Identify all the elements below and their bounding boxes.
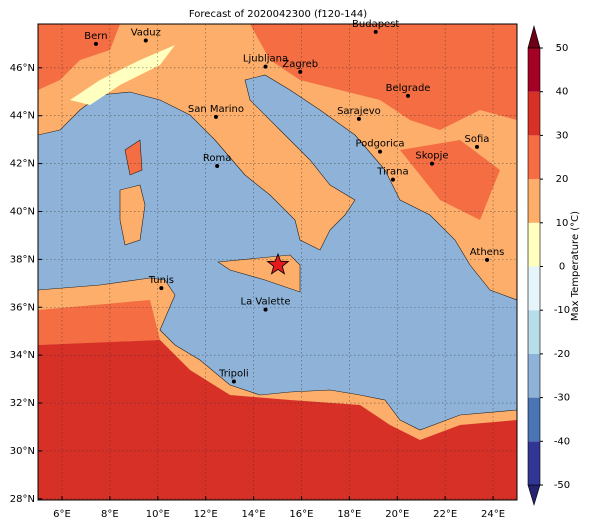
colorbar-segment xyxy=(528,48,540,92)
city-label: Bern xyxy=(84,31,107,42)
colorbar-segment xyxy=(528,353,540,398)
city-label: La Valette xyxy=(241,297,291,308)
y-tick-label: 42°N xyxy=(10,159,35,170)
city-label: Podgorica xyxy=(355,139,404,150)
x-tick-label: 16°E xyxy=(289,509,313,520)
cool-zone xyxy=(70,45,175,105)
colorbar-tick-label: 40 xyxy=(556,87,569,98)
colorbar-segment xyxy=(528,310,540,354)
title: Forecast of 2020042300 (f120-144) xyxy=(189,9,367,20)
y-tick-label: 34°N xyxy=(10,350,35,361)
africa-warm xyxy=(38,300,160,345)
city-dot xyxy=(231,379,236,384)
city-dot xyxy=(429,161,434,166)
city-label: Tirana xyxy=(376,167,408,178)
city-dot xyxy=(406,93,411,98)
colorbar-segment xyxy=(528,91,540,136)
x-tick-label: 24°E xyxy=(481,509,505,520)
y-tick-label: 40°N xyxy=(10,206,35,217)
colorbar-tick-label: 30 xyxy=(556,130,569,141)
corsica xyxy=(124,139,143,176)
y-tick-label: 32°N xyxy=(10,398,35,409)
city-label: Roma xyxy=(203,153,232,164)
colorbar-tick-label: 50 xyxy=(556,43,569,54)
colorbar-label: Max Temperature (°C) xyxy=(570,211,581,321)
city-dot xyxy=(263,307,268,312)
city-dot xyxy=(378,149,383,154)
y-tick-label: 28°N xyxy=(10,494,35,505)
colorbar-tick-label: -30 xyxy=(554,393,570,404)
city-label: Zagreb xyxy=(282,59,318,70)
x-tick-label: 12°E xyxy=(194,509,218,520)
city-dot xyxy=(263,64,268,69)
y-tick-label: 30°N xyxy=(10,446,35,457)
city-dot xyxy=(475,144,480,149)
city-label: Tunis xyxy=(148,275,174,286)
colorbar-extend-high xyxy=(527,24,541,49)
forecast-point xyxy=(266,252,290,275)
x-tick-label: 8°E xyxy=(101,509,119,520)
y-tick-label: 44°N xyxy=(10,111,35,122)
city-dot xyxy=(159,286,164,291)
x-tick-label: 6°E xyxy=(53,509,71,520)
colorbar-extend-low xyxy=(527,484,541,507)
city-dot xyxy=(93,41,98,46)
city-label: Ljubljana xyxy=(243,54,288,65)
city-label: Sarajevo xyxy=(337,106,381,117)
colorbar-segment xyxy=(528,135,540,180)
city-label: Vaduz xyxy=(131,28,161,39)
city-label: Belgrade xyxy=(386,83,431,94)
city-label: Athens xyxy=(470,247,505,258)
colorbar-tick-label: 0 xyxy=(559,262,565,273)
y-tick-label: 46°N xyxy=(10,63,35,74)
colorbar-segment xyxy=(528,179,540,223)
x-tick-label: 10°E xyxy=(146,509,170,520)
x-tick-label: 20°E xyxy=(385,509,409,520)
city-label: Skopje xyxy=(415,151,448,162)
x-tick-label: 18°E xyxy=(337,509,361,520)
colorbar-tick-label: -40 xyxy=(554,436,570,447)
colorbar-tick-label: -20 xyxy=(554,349,570,360)
city-dot xyxy=(215,163,220,168)
city-dot xyxy=(373,29,378,34)
colorbar-segment xyxy=(528,222,540,267)
y-tick-label: 38°N xyxy=(10,254,35,265)
map-frame xyxy=(37,23,518,501)
colorbar-tick-label: 10 xyxy=(556,218,569,229)
city-label: Budapest xyxy=(352,19,399,30)
city-dot xyxy=(213,114,218,119)
colorbar-tick-label: 20 xyxy=(556,174,569,185)
city-dot xyxy=(298,69,303,74)
city-dot xyxy=(390,177,395,182)
city-label: Sofia xyxy=(465,134,490,145)
city-label: San Marino xyxy=(188,104,244,115)
y-tick-label: 36°N xyxy=(10,302,35,313)
colorbar-tick-label: -50 xyxy=(554,480,570,491)
city-dot xyxy=(143,38,148,43)
colorbar-segment xyxy=(528,266,540,311)
map-area xyxy=(38,24,517,500)
colorbar-tick-label: -10 xyxy=(554,305,570,316)
sardinia xyxy=(119,184,146,246)
city-dot xyxy=(485,257,490,262)
city-dot xyxy=(356,116,361,121)
x-tick-label: 22°E xyxy=(433,509,457,520)
colorbar-segment xyxy=(528,397,540,442)
city-label: Tripoli xyxy=(218,368,249,379)
x-tick-label: 14°E xyxy=(242,509,266,520)
colorbar-segment xyxy=(528,441,540,485)
